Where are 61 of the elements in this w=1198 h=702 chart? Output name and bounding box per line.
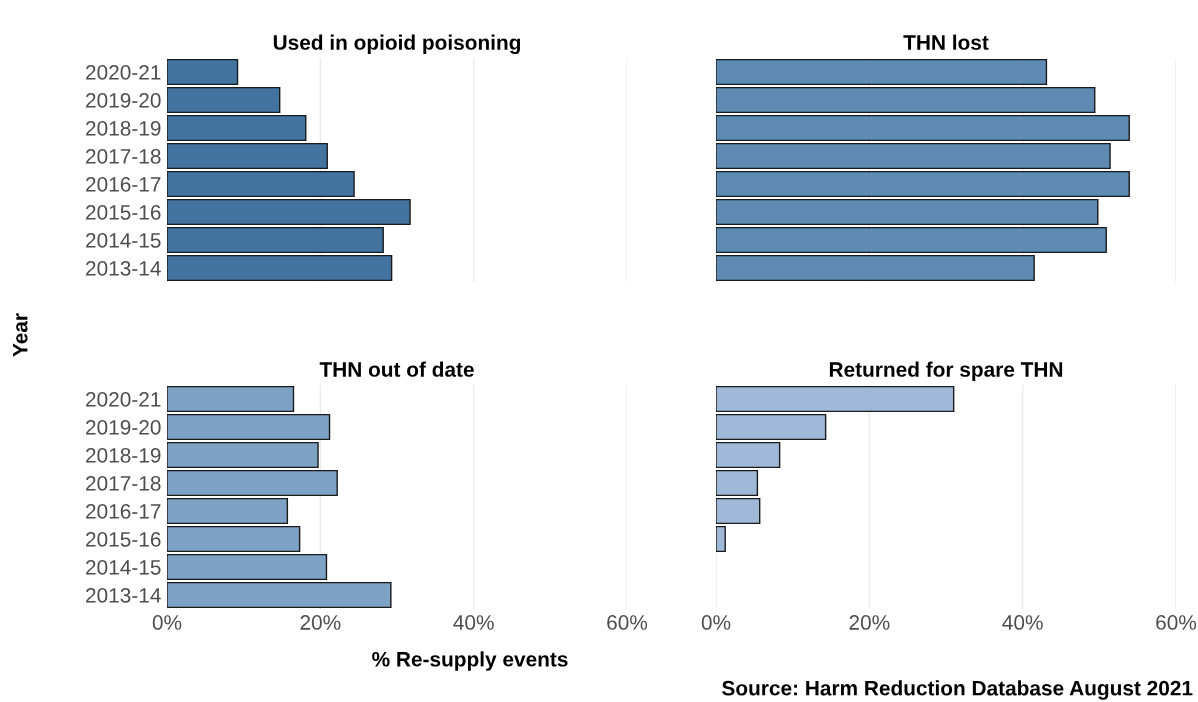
- bar: [167, 58, 239, 86]
- bar: [167, 553, 328, 581]
- chart-title: THN out of date: [319, 361, 474, 377]
- bar: [167, 198, 411, 226]
- bar: [716, 497, 761, 525]
- bar: [716, 114, 1130, 142]
- bar: [167, 581, 392, 609]
- y-tick-label: 2015-16: [86, 205, 161, 220]
- bar: [167, 525, 301, 553]
- bar: [716, 58, 1048, 86]
- bar: [716, 86, 1096, 114]
- y-tick-label: 2015-16: [86, 532, 161, 547]
- y-tick-label: 2019-20: [86, 93, 161, 108]
- y-tick-label: 2013-14: [86, 588, 161, 603]
- x-tick-label: 60%: [607, 615, 648, 630]
- bar: [167, 469, 338, 497]
- y-tick-label: 2016-17: [86, 504, 161, 519]
- y-tick-label: 2020-21: [86, 65, 161, 80]
- source-note: Source: Harm Reduction Database August 2021: [722, 680, 1193, 700]
- x-tick-label: 0%: [701, 615, 731, 630]
- bar: [167, 226, 384, 254]
- y-tick-label: 2014-15: [86, 560, 161, 575]
- x-tick-label: 60%: [1156, 615, 1197, 630]
- y-axis-title: Year: [13, 313, 28, 357]
- bar: [167, 441, 319, 469]
- bar: [167, 385, 295, 413]
- y-tick-label: 2018-19: [86, 448, 161, 463]
- bar: [716, 441, 781, 469]
- x-tick-label: 0%: [152, 615, 182, 630]
- y-tick-label: 2013-14: [86, 261, 161, 276]
- bar: [716, 142, 1111, 170]
- bar: [167, 497, 289, 525]
- bar: [167, 142, 328, 170]
- bar: [167, 254, 393, 282]
- bar: [716, 413, 827, 441]
- chart-title: Used in opioid poisoning: [273, 34, 521, 55]
- bar: [716, 469, 759, 497]
- y-tick-label: 2017-18: [86, 149, 161, 164]
- y-tick-label: 2020-21: [86, 392, 161, 407]
- bar: [167, 413, 331, 441]
- x-tick-label: 20%: [849, 615, 890, 630]
- x-tick-label: 40%: [1002, 615, 1043, 630]
- bar: [716, 385, 955, 413]
- y-tick-label: 2019-20: [86, 420, 161, 435]
- x-axis-title: % Re-supply events: [372, 651, 568, 671]
- bar: [716, 226, 1107, 254]
- bar: [716, 254, 1035, 282]
- x-tick-label: 40%: [453, 615, 494, 630]
- bar: [716, 170, 1130, 198]
- bar: [716, 525, 726, 553]
- y-tick-label: 2016-17: [86, 177, 161, 192]
- y-tick-label: 2014-15: [86, 233, 161, 248]
- bar: [716, 198, 1099, 226]
- bar: [167, 86, 281, 114]
- bar: [167, 114, 307, 142]
- bar: [167, 170, 355, 198]
- chart-title: Returned for spare THN: [829, 361, 1063, 381]
- y-tick-label: 2018-19: [86, 121, 161, 136]
- x-tick-label: 20%: [300, 615, 341, 630]
- y-tick-label: 2017-18: [86, 476, 161, 491]
- chart-title: THN lost: [903, 34, 989, 50]
